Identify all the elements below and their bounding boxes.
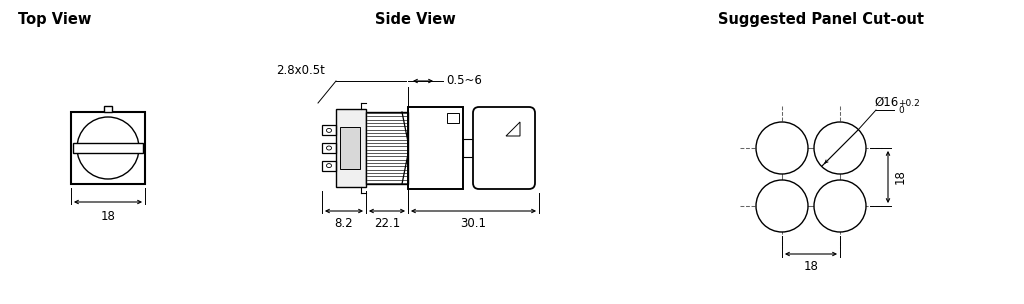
Bar: [447, 113, 459, 123]
Text: Top View: Top View: [18, 12, 91, 27]
Bar: [336, 109, 366, 187]
Bar: [366, 112, 408, 184]
Bar: [322, 143, 336, 153]
FancyBboxPatch shape: [473, 107, 535, 189]
Circle shape: [814, 180, 866, 232]
Circle shape: [756, 122, 808, 174]
Text: 8.2: 8.2: [335, 217, 353, 230]
Bar: [71, 112, 145, 184]
Text: +0.2: +0.2: [898, 99, 920, 108]
Bar: [408, 107, 463, 189]
Circle shape: [814, 122, 866, 174]
Bar: [340, 127, 360, 169]
Circle shape: [756, 180, 808, 232]
Text: 18: 18: [100, 210, 116, 223]
Bar: [104, 106, 112, 112]
Text: 18: 18: [894, 170, 907, 185]
Bar: [73, 143, 143, 153]
Text: 0.5~6: 0.5~6: [446, 74, 482, 87]
Text: Ø16: Ø16: [874, 96, 898, 109]
Bar: [463, 139, 473, 157]
Text: Suggested Panel Cut-out: Suggested Panel Cut-out: [718, 12, 924, 27]
Text: 2.8x0.5t: 2.8x0.5t: [276, 64, 325, 77]
Text: Side View: Side View: [375, 12, 456, 27]
Bar: [322, 126, 336, 135]
Text: 0: 0: [898, 106, 904, 115]
Text: 22.1: 22.1: [374, 217, 400, 230]
Bar: [366, 112, 408, 184]
Text: 30.1: 30.1: [461, 217, 486, 230]
Bar: [322, 161, 336, 171]
Text: 18: 18: [804, 260, 818, 273]
